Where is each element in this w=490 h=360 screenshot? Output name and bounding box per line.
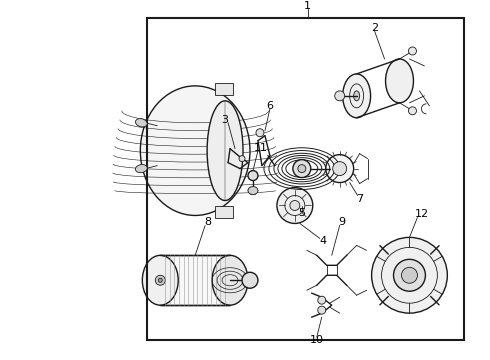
- Ellipse shape: [212, 255, 248, 305]
- Bar: [160, 255, 230, 305]
- Text: 9: 9: [338, 217, 345, 228]
- Circle shape: [248, 171, 258, 181]
- Ellipse shape: [333, 162, 346, 176]
- Ellipse shape: [298, 165, 306, 172]
- Ellipse shape: [293, 159, 311, 177]
- Circle shape: [318, 296, 326, 304]
- Ellipse shape: [343, 74, 370, 118]
- Text: 3: 3: [221, 115, 228, 125]
- Text: 8: 8: [204, 217, 212, 228]
- Circle shape: [409, 47, 416, 55]
- Bar: [215, 207, 233, 219]
- Circle shape: [318, 306, 326, 314]
- Text: 4: 4: [319, 237, 326, 246]
- Circle shape: [401, 267, 417, 283]
- Circle shape: [371, 237, 447, 313]
- Ellipse shape: [386, 59, 414, 103]
- Circle shape: [158, 278, 162, 282]
- Circle shape: [256, 129, 264, 137]
- Text: 5: 5: [298, 208, 305, 219]
- Circle shape: [239, 156, 245, 162]
- Bar: [147, 18, 465, 340]
- Circle shape: [393, 259, 425, 291]
- Ellipse shape: [140, 86, 250, 216]
- Bar: [215, 83, 233, 95]
- Text: 6: 6: [267, 101, 273, 111]
- Circle shape: [277, 188, 313, 224]
- Ellipse shape: [335, 91, 344, 101]
- Ellipse shape: [142, 255, 178, 305]
- Text: 10: 10: [310, 335, 324, 345]
- Ellipse shape: [135, 165, 147, 173]
- Circle shape: [290, 201, 300, 211]
- Text: 7: 7: [356, 194, 363, 203]
- Ellipse shape: [207, 101, 243, 201]
- Ellipse shape: [326, 155, 354, 183]
- Ellipse shape: [242, 272, 258, 288]
- Text: 2: 2: [371, 23, 378, 33]
- Ellipse shape: [354, 91, 360, 101]
- Circle shape: [409, 107, 416, 115]
- Text: 1: 1: [304, 1, 311, 11]
- Ellipse shape: [248, 186, 258, 194]
- Ellipse shape: [135, 118, 147, 127]
- Circle shape: [155, 275, 165, 285]
- Text: 12: 12: [415, 210, 428, 220]
- Text: 11: 11: [254, 143, 268, 153]
